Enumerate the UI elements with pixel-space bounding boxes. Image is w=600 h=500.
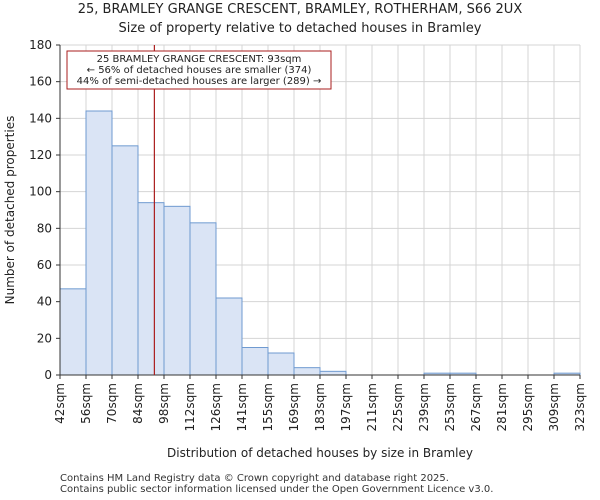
y-tick-label: 180 [29,38,52,52]
y-tick-label: 40 [37,295,52,309]
x-tick-label: 281sqm [495,383,509,431]
x-tick-label: 70sqm [105,383,119,424]
y-tick-label: 0 [44,368,52,382]
x-tick-label: 309sqm [547,383,561,431]
annotation-text: 44% of semi-detached houses are larger (… [77,76,322,87]
x-tick-label: 323sqm [573,383,587,431]
annotation-box [66,50,332,90]
x-tick-label: 183sqm [313,383,327,431]
histogram-bar [189,222,217,376]
histogram-bar [215,297,243,376]
x-tick-label: 225sqm [391,383,405,431]
footer-copyright: Contains HM Land Registry data © Crown c… [60,473,449,484]
histogram-bar [293,367,321,376]
histogram-bar [111,145,139,376]
y-tick-label: 20 [37,331,52,345]
histogram-bar [85,110,113,376]
histogram-bar [319,370,347,376]
x-tick-label: 253sqm [443,383,457,431]
x-tick-label: 56sqm [79,383,93,424]
x-tick-label: 126sqm [209,383,223,431]
x-tick-label: 267sqm [469,383,483,431]
histogram-bar [267,352,295,376]
x-tick-label: 211sqm [365,383,379,431]
x-tick-label: 295sqm [521,383,535,431]
histogram-bar [59,288,87,376]
y-tick-label: 100 [29,185,52,199]
annotation-text: ← 56% of detached houses are smaller (37… [87,65,312,76]
x-tick-label: 197sqm [339,383,353,431]
x-tick-label: 141sqm [235,383,249,431]
y-tick-label: 160 [29,75,52,89]
y-tick-label: 140 [29,111,52,125]
histogram-chart: 0 20 40 60 80 100 120 140 160 180 42sqm 56sqm 70sqm 8… [3,38,587,460]
histogram-bar [163,205,191,376]
x-tick-label: 98sqm [157,383,171,424]
annotation-text: 25 BRAMLEY GRANGE CRESCENT: 93sqm [97,54,302,65]
x-tick-label: 239sqm [417,383,431,431]
chart-subtitle: Size of property relative to detached ho… [118,21,482,36]
x-tick-label: 112sqm [183,383,197,431]
x-tick-label: 84sqm [131,383,145,424]
x-tick-label: 169sqm [287,383,301,431]
histogram-bar [241,347,269,376]
histogram-bar [137,202,165,376]
x-tick-label: 42sqm [53,383,67,424]
x-tick-label: 155sqm [261,383,275,431]
chart-title: 25, BRAMLEY GRANGE CRESCENT, BRAMLEY, RO… [77,2,523,17]
y-axis-title: Number of detached properties [3,116,17,305]
y-tick-label: 120 [29,148,52,162]
y-tick-label: 80 [37,221,52,235]
footer-licence: Contains public sector information licen… [60,484,494,495]
y-tick-label: 60 [37,258,52,272]
x-axis-title: Distribution of detached houses by size … [167,446,473,460]
